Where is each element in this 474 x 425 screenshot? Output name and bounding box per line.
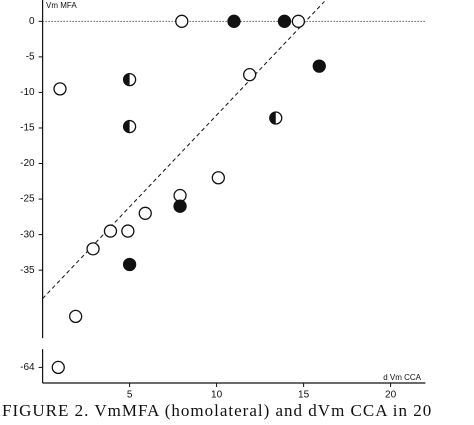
- x-tick-label: 10: [211, 390, 223, 401]
- y-tick-label: -30: [20, 229, 35, 240]
- filled-point: [277, 14, 292, 28]
- caption: FIGURE 2. VmMFA (homolateral) and dVm CC…: [2, 401, 432, 420]
- half-filled-point: [269, 111, 283, 125]
- x-axis-label: d Vm CCA: [383, 373, 421, 382]
- y-tick-label: -35: [20, 265, 35, 276]
- half-filled-point: [122, 119, 137, 134]
- y-tick-label: -10: [20, 87, 35, 98]
- filled-point: [227, 14, 241, 28]
- y-tick-label: -15: [20, 123, 35, 134]
- open-point: [211, 171, 225, 185]
- y-tick-label: -5: [26, 52, 35, 63]
- open-point: [103, 224, 118, 238]
- y-tick-label: -64: [20, 362, 35, 373]
- x-tick-label: 15: [298, 390, 310, 401]
- x-tick-label: 5: [127, 390, 133, 401]
- y-tick-label: -25: [20, 194, 35, 205]
- open-point: [86, 242, 100, 256]
- filled-point: [122, 257, 137, 272]
- filled-point: [312, 59, 326, 73]
- open-point: [138, 206, 152, 220]
- open-point: [69, 309, 83, 324]
- open-point: [121, 224, 135, 238]
- filled-point: [173, 199, 187, 213]
- open-point: [175, 14, 189, 28]
- fit-line: [42, 1, 325, 299]
- open-point: [53, 82, 67, 96]
- x-tick-label: 20: [385, 390, 397, 401]
- open-point: [243, 68, 257, 82]
- y-tick-label: -20: [20, 158, 35, 169]
- y-axis-label: Vm MFA: [46, 1, 77, 10]
- half-filled-point: [122, 72, 137, 87]
- y-tick-label: 0: [29, 16, 35, 27]
- open-point: [51, 360, 65, 375]
- open-point: [291, 14, 306, 28]
